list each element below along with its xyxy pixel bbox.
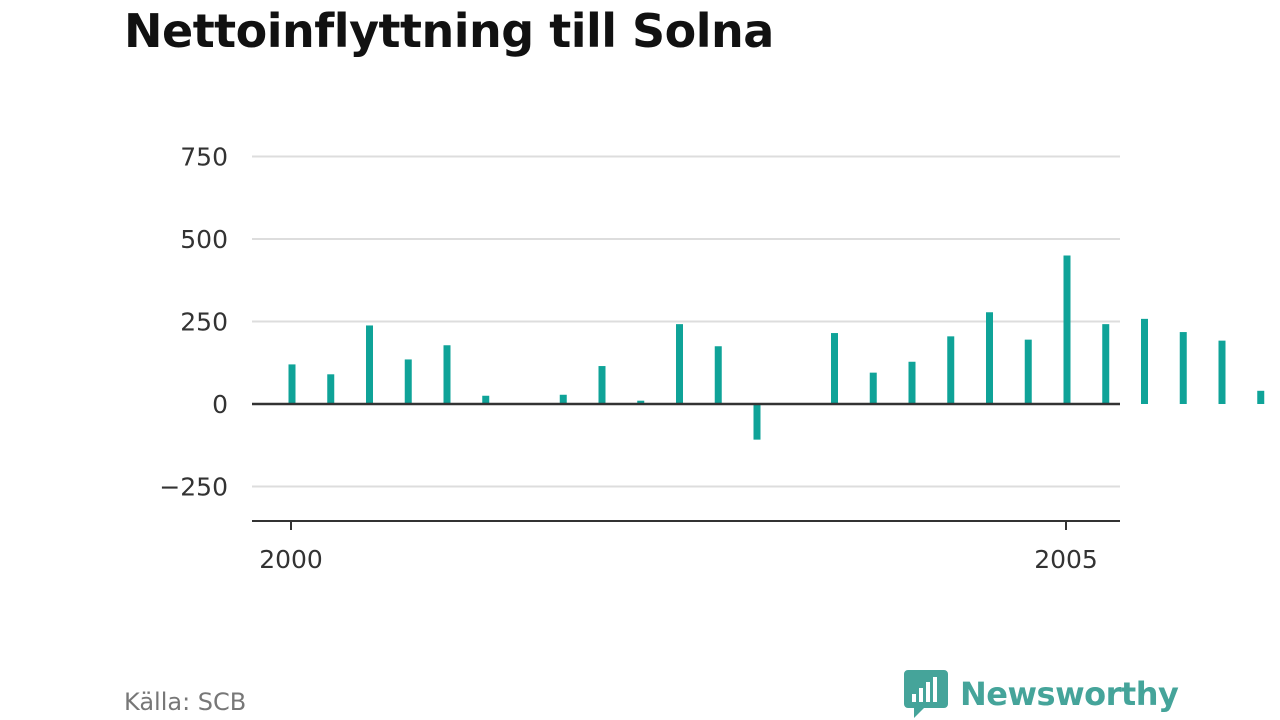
bar — [1024, 339, 1032, 404]
gridlines — [252, 155, 1120, 488]
bar — [482, 395, 490, 404]
bar — [598, 366, 606, 404]
bars — [288, 255, 1265, 440]
y-tick-label: 500 — [180, 225, 228, 254]
x-tick-label: 2005 — [1034, 545, 1098, 574]
source-note: Källa: SCB — [124, 688, 247, 716]
bar — [753, 404, 761, 440]
bar — [1218, 340, 1226, 404]
bar — [908, 361, 916, 404]
bar — [366, 325, 373, 404]
y-tick-label: 250 — [180, 308, 228, 337]
bar — [714, 346, 722, 404]
bar — [404, 359, 412, 404]
x-tick-labels: 200020052010201520202025 — [259, 545, 1098, 574]
chart-title: Nettoinflyttning till Solna — [124, 4, 774, 58]
bar — [327, 374, 335, 404]
brand-name: Newsworthy — [960, 675, 1179, 713]
y-tick-label: −250 — [159, 473, 228, 502]
bar — [288, 364, 296, 404]
bar — [676, 324, 683, 404]
bar — [637, 400, 645, 404]
x-tick-label: 2000 — [259, 545, 323, 574]
bar — [443, 345, 451, 404]
bar — [1102, 324, 1110, 404]
newsworthy-logo-icon — [904, 670, 948, 718]
brand-logo: Newsworthy — [902, 668, 1179, 720]
bar — [559, 394, 567, 404]
bar — [947, 336, 955, 404]
bar — [1257, 390, 1265, 404]
bar — [1063, 255, 1071, 404]
y-tick-label: 750 — [180, 143, 228, 172]
bar — [831, 333, 838, 404]
bar — [1141, 318, 1148, 404]
bar — [869, 372, 877, 404]
axes — [252, 402, 1120, 530]
y-tick-labels: −250 0 250 500 750 — [159, 143, 228, 502]
bar — [986, 312, 993, 404]
bar — [1179, 332, 1187, 404]
y-tick-label: 0 — [212, 390, 228, 419]
